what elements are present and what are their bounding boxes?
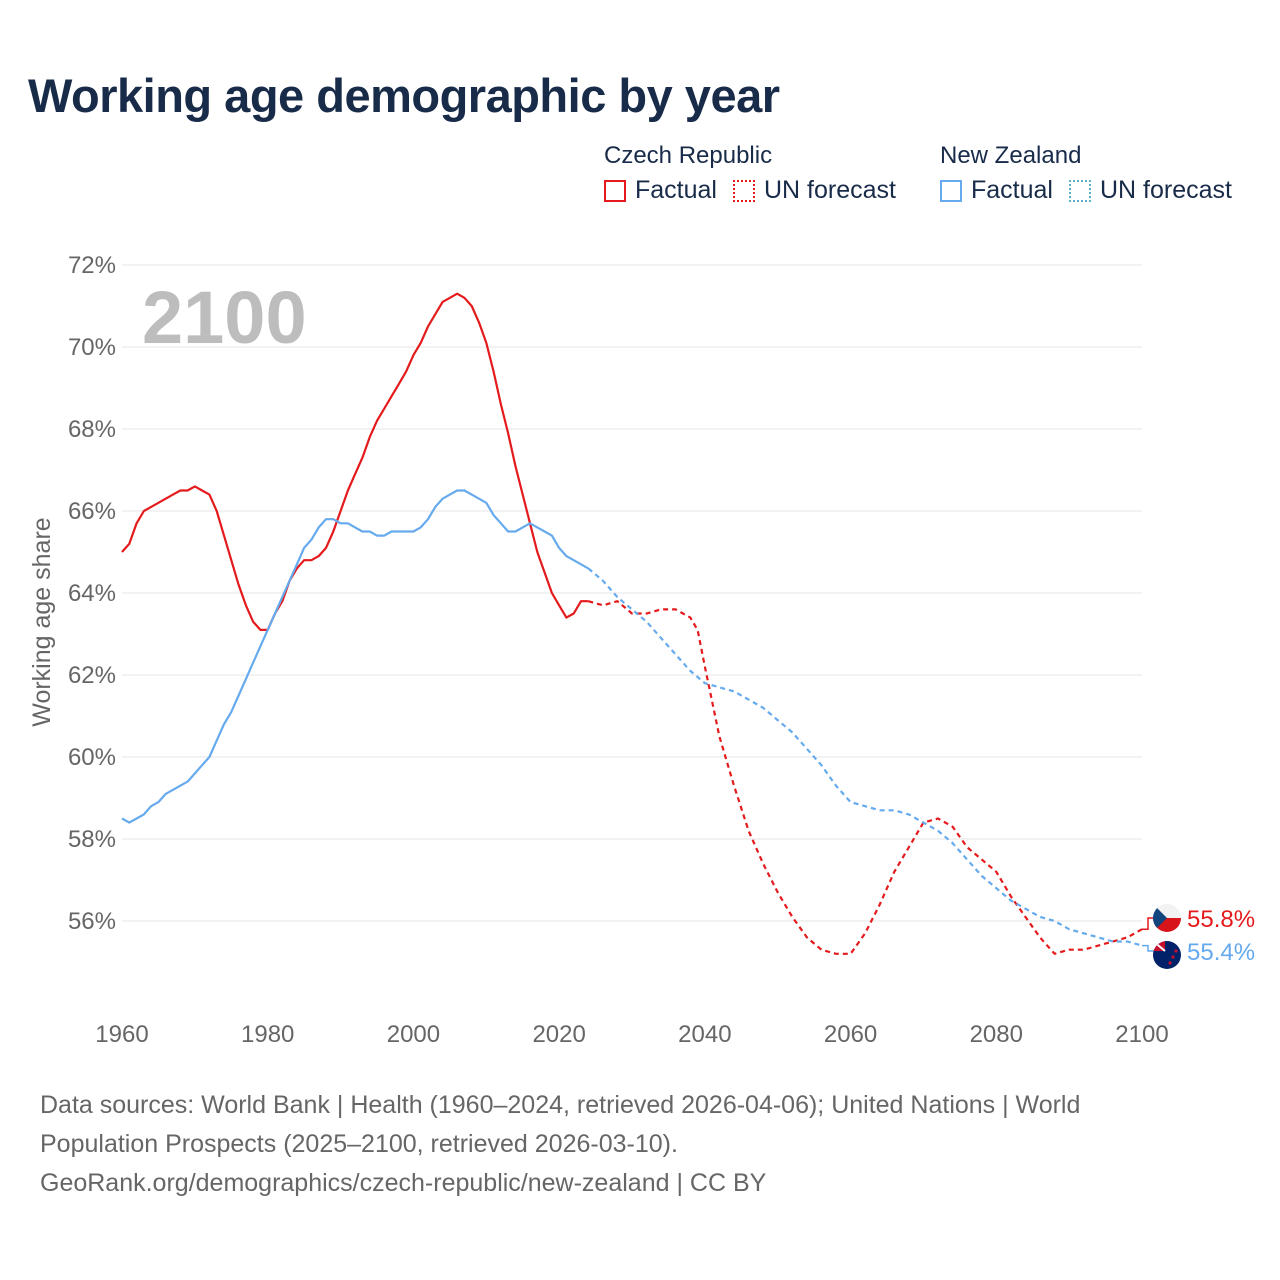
end-value-label-czech-republic: 55.8% bbox=[1187, 906, 1255, 933]
legend-new-zealand: New Zealand Factual UN forecast bbox=[940, 142, 1248, 205]
x-tick-label: 2100 bbox=[1115, 1021, 1168, 1048]
chart-title: Working age demographic by year bbox=[28, 69, 780, 122]
x-tick-label: 1980 bbox=[241, 1021, 294, 1048]
x-tick-label: 2000 bbox=[387, 1021, 440, 1048]
x-tick-label: 2040 bbox=[678, 1021, 731, 1048]
series-line-new-zealand-forecast bbox=[587, 567, 1143, 947]
y-tick-label: 68% bbox=[68, 416, 116, 443]
y-tick-label: 70% bbox=[68, 334, 116, 361]
y-tick-label: 60% bbox=[68, 744, 116, 771]
source-line: Data sources: World Bank | Health (1960–… bbox=[40, 1091, 1081, 1119]
legend-item-nz-forecast[interactable]: UN forecast bbox=[1068, 176, 1232, 205]
x-tick-label: 1960 bbox=[95, 1021, 148, 1048]
end-connector bbox=[1142, 917, 1156, 930]
legend-item-cz-factual[interactable]: Factual bbox=[604, 176, 717, 205]
line-chart: 56% 58% 60% 62% 64% 66% 68% 70% 72% 1960 1980 2000 2… bbox=[28, 252, 1255, 1048]
legend-label: Factual bbox=[971, 176, 1053, 204]
series-line-new-zealand-factual bbox=[121, 489, 589, 824]
flag-new-zealand-icon bbox=[1153, 941, 1181, 969]
y-axis-label: Working age share bbox=[28, 517, 56, 726]
legend-swatch bbox=[732, 179, 755, 202]
legend-label: UN forecast bbox=[763, 176, 896, 204]
y-tick-label: 62% bbox=[68, 662, 116, 689]
x-tick-label: 2060 bbox=[824, 1021, 877, 1048]
y-tick-label: 56% bbox=[68, 908, 116, 935]
y-tick-label: 66% bbox=[68, 498, 116, 525]
legend-czech-republic: Czech Republic Factual UN forecast bbox=[604, 142, 912, 205]
y-tick-label: 64% bbox=[68, 580, 116, 607]
legend-label: Factual bbox=[635, 176, 717, 204]
legend-swatch bbox=[940, 179, 962, 202]
legend-item-cz-forecast[interactable]: UN forecast bbox=[732, 176, 896, 205]
legend-swatch bbox=[1068, 179, 1091, 202]
end-connector bbox=[1142, 944, 1156, 952]
legend-item-nz-factual[interactable]: Factual bbox=[940, 176, 1053, 205]
legend-swatch bbox=[604, 179, 626, 202]
data-source-note: Data sources: World Bank | Health (1960–… bbox=[40, 1086, 1190, 1203]
legend-group-name: New Zealand bbox=[940, 142, 1082, 169]
series-line-czech-republic-factual bbox=[121, 292, 589, 631]
legend-group-name: Czech Republic bbox=[604, 142, 773, 169]
x-tick-label: 2020 bbox=[532, 1021, 585, 1048]
end-value-label-new-zealand: 55.4% bbox=[1187, 939, 1255, 966]
x-tick-label: 2080 bbox=[970, 1021, 1023, 1048]
year-label: 2100 bbox=[142, 276, 307, 359]
series-line-czech-republic-forecast bbox=[588, 600, 1143, 955]
source-line[interactable]: GeoRank.org/demographics/czech-republic/… bbox=[40, 1169, 767, 1197]
y-tick-label: 72% bbox=[68, 252, 116, 279]
flag-czech-republic-icon bbox=[1153, 904, 1181, 932]
source-line: Population Prospects (2025–2100, retriev… bbox=[40, 1130, 678, 1158]
legend-label: UN forecast bbox=[1099, 176, 1232, 204]
y-tick-label: 58% bbox=[68, 826, 116, 853]
